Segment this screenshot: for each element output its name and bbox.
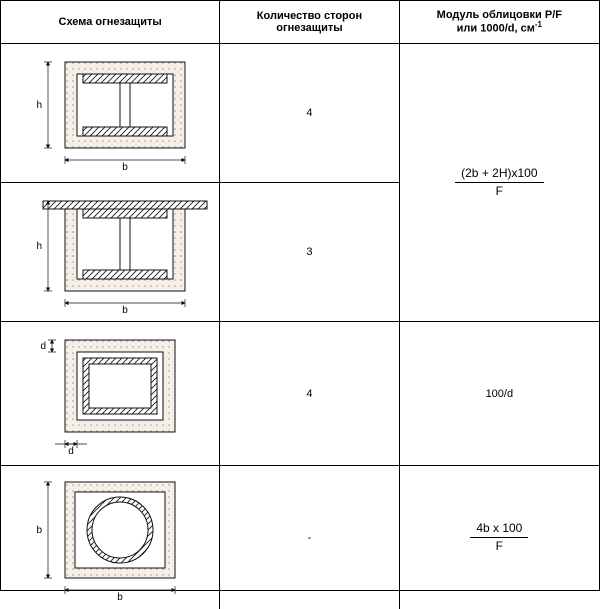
formula-4-num: 4b x 100 [470,522,528,537]
svg-text:h: h [37,100,43,111]
schema-round-tube: b b [1,466,220,609]
sides-1: 4 [220,44,399,182]
svg-text:b: b [117,592,123,603]
formula-3: 100/d [400,322,599,465]
body-rows: h b 4 (2b + 2H)x100 F h [1,43,599,609]
header-module: Модуль облицовки P/Fили 1000/d, см-1 [400,1,599,43]
svg-text:d: d [41,341,47,352]
schema-square-tube: d d [1,322,220,465]
header-module-text: Модуль облицовки P/Fили 1000/d, см-1 [437,9,562,35]
schema-ibeam-4: h b [1,44,220,182]
header-row: Схема огнезащиты Количество сторон огнез… [1,1,599,43]
svg-text:b: b [37,525,43,536]
schema-ibeam-3: h b [1,183,220,321]
formula-group1-num: (2b + 2H)x100 [455,167,543,182]
sides-3: 4 [220,322,399,465]
svg-text:b: b [122,162,128,173]
sides-2: 3 [220,183,399,321]
formula-cell-2 [400,183,599,321]
row-4: b b - 4b x 100 F [1,465,599,609]
row-3: d d 4 100/d [1,321,599,465]
svg-text:d: d [68,446,74,457]
sides-4: - [220,466,399,609]
formula-4: 4b x 100 F [400,466,599,609]
fire-protection-table: Схема огнезащиты Количество сторон огнез… [0,0,600,591]
row-1: h b 4 (2b + 2H)x100 F [1,43,599,182]
formula-4-den: F [470,537,528,553]
formula-cell-1+2: (2b + 2H)x100 F [400,44,599,182]
header-scheme: Схема огнезащиты [1,1,220,43]
formula-4-frac: 4b x 100 F [470,522,528,553]
svg-text:h: h [37,241,43,252]
svg-text:b: b [122,305,128,316]
header-sides: Количество сторон огнезащиты [220,1,399,43]
row-2: h b 3 [1,182,599,321]
